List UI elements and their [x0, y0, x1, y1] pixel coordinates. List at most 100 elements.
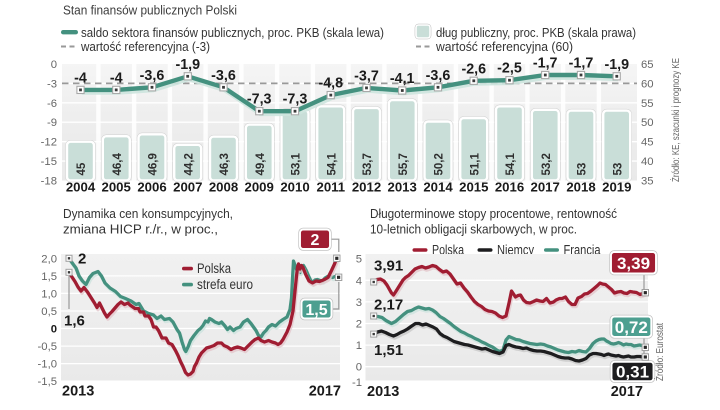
svg-text:Francja: Francja [564, 243, 601, 258]
svg-text:60: 60 [641, 78, 654, 90]
svg-text:45: 45 [76, 162, 88, 175]
svg-text:Polska: Polska [197, 261, 231, 276]
svg-text:2009: 2009 [245, 180, 274, 195]
svg-text:5: 5 [356, 254, 362, 266]
svg-text:Dynamika cen konsumpcyjnych,: Dynamika cen konsumpcyjnych, [63, 206, 233, 221]
svg-text:10-letnich obligacji skarbowyc: 10-letnich obligacji skarbowych, w proc. [370, 222, 577, 237]
svg-text:2013: 2013 [388, 180, 417, 195]
svg-text:-7,3: -7,3 [247, 92, 272, 108]
svg-text:zmiana HICP r./r., w proc.,: zmiana HICP r./r., w proc., [63, 222, 218, 237]
svg-text:dług publiczny, proc. PKB (ska: dług publiczny, proc. PKB (skala prawa) [436, 25, 636, 40]
svg-text:3,91: 3,91 [374, 258, 403, 275]
svg-text:2: 2 [356, 319, 362, 331]
svg-text:-9: -9 [47, 117, 57, 129]
svg-text:2019: 2019 [602, 180, 631, 195]
svg-text:Długoterminowe stopy procentow: Długoterminowe stopy procentowe, rentown… [370, 206, 617, 221]
svg-text:-0,5: -0,5 [38, 341, 57, 353]
svg-text:2017: 2017 [611, 384, 643, 400]
svg-text:4: 4 [356, 275, 362, 287]
svg-text:1: 1 [356, 340, 362, 352]
svg-text:-1,9: -1,9 [175, 57, 200, 73]
svg-text:2017: 2017 [531, 180, 560, 195]
svg-text:3: 3 [356, 297, 362, 309]
svg-text:wartość referencyjna (60): wartość referencyjna (60) [435, 39, 573, 54]
svg-text:1,6: 1,6 [64, 313, 85, 330]
svg-text:Polska: Polska [432, 243, 464, 258]
svg-text:0,5: 0,5 [41, 306, 57, 318]
svg-text:51,1: 51,1 [469, 153, 481, 176]
svg-text:saldo sektora finansów publicz: saldo sektora finansów publicznych, proc… [81, 25, 384, 40]
svg-text:-3,6: -3,6 [426, 68, 451, 84]
svg-text:53: 53 [613, 163, 625, 176]
svg-text:-3,6: -3,6 [211, 68, 236, 84]
svg-text:2010: 2010 [280, 180, 309, 195]
svg-text:2,0: 2,0 [41, 253, 57, 265]
svg-text:-6: -6 [47, 98, 57, 110]
svg-text:2: 2 [78, 251, 86, 268]
svg-text:-15: -15 [41, 156, 57, 168]
svg-text:-1,0: -1,0 [38, 359, 57, 371]
svg-text:50: 50 [641, 117, 654, 129]
svg-text:0: 0 [51, 324, 57, 336]
svg-text:Stan finansów publicznych Pols: Stan finansów publicznych Polski [63, 3, 237, 18]
svg-text:Żródło: Eurostat: Żródło: Eurostat [653, 323, 666, 381]
svg-text:2: 2 [311, 232, 320, 249]
svg-text:54,1: 54,1 [505, 153, 517, 176]
svg-text:-1,7: -1,7 [569, 56, 594, 72]
svg-text:1,5: 1,5 [41, 271, 57, 283]
svg-text:2014: 2014 [423, 180, 453, 195]
svg-text:2008: 2008 [209, 180, 238, 195]
svg-text:2013: 2013 [62, 384, 94, 400]
svg-text:2004: 2004 [66, 180, 96, 195]
svg-text:53,2: 53,2 [541, 153, 553, 175]
svg-text:46,3: 46,3 [219, 153, 231, 175]
svg-text:-1,9: -1,9 [604, 57, 629, 73]
svg-text:2005: 2005 [102, 180, 131, 195]
svg-text:2012: 2012 [352, 180, 381, 195]
svg-text:0,31: 0,31 [616, 363, 649, 382]
svg-text:-1,7: -1,7 [533, 56, 558, 72]
svg-text:-4,8: -4,8 [318, 76, 343, 92]
svg-text:1,51: 1,51 [374, 342, 403, 359]
svg-text:-1: -1 [352, 377, 362, 389]
svg-text:-1,5: -1,5 [38, 376, 57, 388]
svg-text:strefa euro: strefa euro [197, 277, 253, 292]
svg-text:44,2: 44,2 [183, 153, 195, 175]
svg-text:55: 55 [641, 98, 654, 110]
svg-text:2007: 2007 [173, 180, 202, 195]
svg-text:49,4: 49,4 [255, 153, 267, 176]
svg-text:0: 0 [51, 59, 57, 71]
svg-text:-2,5: -2,5 [497, 61, 522, 77]
svg-text:-4,1: -4,1 [390, 71, 415, 87]
svg-text:35: 35 [641, 176, 654, 188]
svg-text:Niemcy: Niemcy [497, 243, 534, 258]
svg-text:2,17: 2,17 [374, 297, 403, 314]
svg-text:-3,6: -3,6 [140, 68, 165, 84]
svg-text:2015: 2015 [459, 180, 488, 195]
svg-text:50,2: 50,2 [434, 153, 446, 175]
svg-text:55,7: 55,7 [398, 153, 410, 175]
svg-text:-2,6: -2,6 [461, 61, 486, 77]
svg-text:Żródło: KE, szacunki i prognoz: Żródło: KE, szacunki i prognozy KE [669, 58, 682, 182]
svg-text:46,4: 46,4 [112, 153, 124, 176]
svg-text:2016: 2016 [495, 180, 524, 195]
svg-text:-3: -3 [47, 78, 57, 90]
svg-text:46,9: 46,9 [148, 153, 160, 175]
svg-text:1,0: 1,0 [41, 288, 57, 300]
svg-text:-12: -12 [41, 137, 57, 149]
svg-text:53: 53 [577, 163, 589, 176]
svg-text:40: 40 [641, 156, 654, 168]
svg-text:2011: 2011 [316, 180, 345, 195]
svg-text:-18: -18 [41, 176, 57, 188]
svg-text:wartość referencyjna (-3): wartość referencyjna (-3) [80, 39, 210, 54]
svg-text:1,5: 1,5 [305, 302, 327, 319]
svg-text:2018: 2018 [566, 180, 595, 195]
svg-text:-4: -4 [110, 70, 123, 86]
svg-text:53,1: 53,1 [291, 153, 303, 176]
svg-text:45: 45 [641, 137, 654, 149]
svg-text:2006: 2006 [137, 180, 166, 195]
svg-text:-3,7: -3,7 [354, 68, 379, 84]
svg-text:53,7: 53,7 [362, 153, 374, 175]
svg-text:0: 0 [356, 362, 362, 374]
svg-text:65: 65 [641, 59, 654, 71]
